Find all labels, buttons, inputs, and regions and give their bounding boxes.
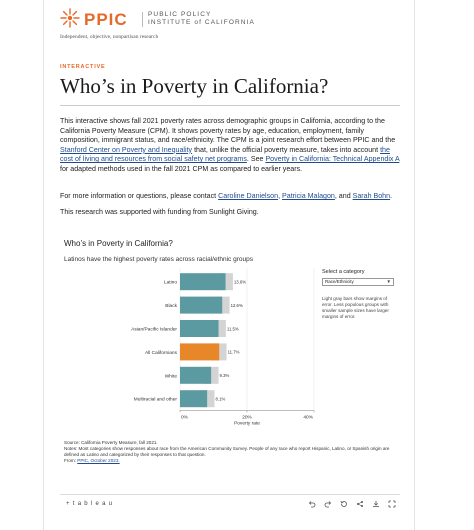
chart-subtitle: Latinos have the highest poverty rates a… xyxy=(64,256,253,263)
category-select[interactable]: Race/Ethnicity ▼ xyxy=(322,278,394,286)
category-select-label: Select a category xyxy=(322,269,365,275)
stanford-center-link[interactable]: Stanford Center on Poverty and Inequalit… xyxy=(60,145,193,154)
value-label: 12.6% xyxy=(231,303,243,308)
contact-paragraph: For more information or questions, pleas… xyxy=(60,192,400,202)
x-tick-label: 40% xyxy=(303,414,313,420)
funding-paragraph: This research was supported with funding… xyxy=(60,208,259,216)
intro-text-d: for adapted methods used in the fall 202… xyxy=(60,164,303,173)
bar xyxy=(180,343,220,361)
tableau-toolbar: + t a b l e a u xyxy=(60,494,400,513)
x-tick-label: 0% xyxy=(181,414,189,420)
title-divider xyxy=(60,105,400,106)
value-label: 11.5% xyxy=(227,326,239,331)
cost-of-living-link[interactable]: the cost of living and resources from so… xyxy=(60,145,390,164)
page-title: Who’s in Poverty in California? xyxy=(60,74,329,98)
contact-sep2: , and xyxy=(334,192,353,200)
bar xyxy=(180,390,208,408)
category-label: All Californians xyxy=(145,350,178,356)
value-label: 8.1% xyxy=(216,397,226,402)
category-label: Black xyxy=(165,303,177,309)
share-icon[interactable] xyxy=(356,500,364,508)
chart-notes: Source: California Poverty Measure, fall… xyxy=(64,440,398,464)
tableau-logo[interactable]: + t a b l e a u xyxy=(66,501,113,507)
ppic-logo-icon[interactable] xyxy=(60,8,80,28)
contact-sep1: , xyxy=(278,192,283,200)
category-select-value: Race/Ethnicity xyxy=(325,279,354,284)
category-label: White xyxy=(165,373,178,379)
source-note: Source: California Poverty Measure, fall… xyxy=(64,440,158,445)
ppic-source-link[interactable]: PPIC, October 2023. xyxy=(77,458,120,463)
ppic-logo-text[interactable]: PPIC xyxy=(84,10,128,29)
toolbar-icons xyxy=(308,500,396,508)
contact-text: For more information or questions, pleas… xyxy=(60,192,219,200)
logo-divider xyxy=(142,12,143,27)
value-label: 11.7% xyxy=(228,350,240,355)
technical-appendix-link[interactable]: Poverty in California: Technical Appendi… xyxy=(265,155,400,164)
category-label: Multiracial and other xyxy=(134,397,178,403)
x-tick-label: 20% xyxy=(242,414,252,420)
from-label: From: xyxy=(64,458,78,463)
category-label: Asian/Pacific Islander xyxy=(131,327,177,333)
redo-icon[interactable] xyxy=(324,500,332,508)
bar xyxy=(180,273,226,291)
category-label: Latino xyxy=(164,280,177,286)
org-name: PUBLIC POLICY INSTITUTE of CALIFORNIA xyxy=(148,11,255,27)
notes-text: Notes: Most categories show responses ab… xyxy=(64,446,390,457)
tagline: Independent, objective, nonpartisan rese… xyxy=(60,34,159,40)
chevron-down-icon[interactable]: ▼ xyxy=(386,279,391,284)
undo-icon[interactable] xyxy=(308,500,316,508)
intro-text-c: . See xyxy=(246,155,266,164)
bar xyxy=(180,296,223,314)
contact-link-danielson[interactable]: Caroline Danielson xyxy=(218,192,279,200)
tableau-viz: Who’s in Poverty in California? Latinos … xyxy=(60,236,400,514)
intro-text-b: that, unlike the official poverty measur… xyxy=(192,145,381,154)
x-axis-label: Poverty rate xyxy=(234,420,260,426)
article-kicker: INTERACTIVE xyxy=(60,64,106,70)
from-note: From: PPIC, October 2023. xyxy=(64,458,398,464)
fullscreen-icon[interactable] xyxy=(388,500,396,508)
org-name-line2: INSTITUTE of CALIFORNIA xyxy=(148,19,255,26)
value-label: 13.6% xyxy=(234,280,246,285)
bar xyxy=(180,366,212,384)
contact-end: . xyxy=(390,192,393,200)
article-page: PPIC PUBLIC POLICY INSTITUTE of CALIFORN… xyxy=(43,0,415,530)
poverty-bar-chart: Latino 13.6% Black 12.6% Asian/Pacific Islan… xyxy=(131,268,315,426)
viz-title: Who’s in Poverty in California? xyxy=(64,239,173,248)
org-name-line1: PUBLIC POLICY xyxy=(148,11,212,18)
intro-paragraph: This interactive shows fall 2021 poverty… xyxy=(60,117,400,175)
contact-link-malagon[interactable]: Patricia Malagon xyxy=(282,192,335,200)
bar xyxy=(180,320,219,337)
contact-link-bohn[interactable]: Sarah Bohn xyxy=(352,192,391,200)
site-header: PPIC PUBLIC POLICY INSTITUTE of CALIFORN… xyxy=(60,8,400,44)
intro-text-a: This interactive shows fall 2021 poverty… xyxy=(60,117,396,145)
revert-icon[interactable] xyxy=(340,500,348,508)
error-margin-note: Light gray bars show margins of error. L… xyxy=(322,296,389,319)
download-icon[interactable] xyxy=(372,500,380,508)
value-label: 9.3% xyxy=(220,373,230,378)
